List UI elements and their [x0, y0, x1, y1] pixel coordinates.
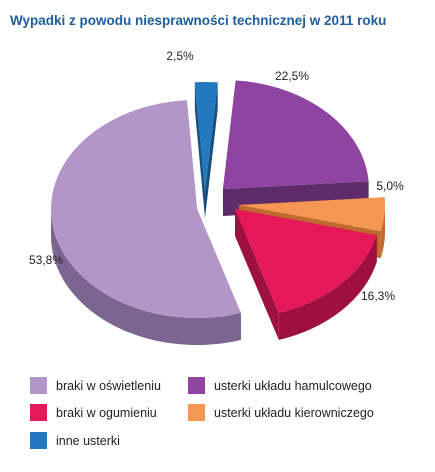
pie-slice-top: [235, 209, 377, 313]
pie-slice-rim: [380, 205, 385, 259]
slice-label-inne-usterki: 2,5%: [166, 49, 194, 63]
pie-slice-top: [194, 81, 218, 191]
slice-label-usterki-ukladu-kierowniczego: 5,0%: [376, 179, 404, 193]
pie-slice-top: [239, 197, 385, 232]
chart-title: Wypadki z powodu niesprawności techniczn…: [10, 13, 387, 28]
pie-slice-wall: [205, 82, 218, 218]
pie-slice-usterki-ukladu-hamulcowego: [223, 80, 369, 216]
pie-slice-rim: [51, 209, 241, 346]
pie-slice-braki-w-ogumieniu: [235, 209, 377, 340]
pie-slice-top: [223, 80, 369, 189]
pie-slice-inne-usterki: [194, 81, 218, 218]
pie-slice-wall: [235, 209, 279, 340]
slice-label-usterki-ukladu-hamulcowego: 22,5%: [275, 69, 309, 83]
pie-slice-rim: [278, 235, 377, 340]
pie-slice-top: [51, 100, 241, 318]
pie-slice-braki-w-oswietleniu: [51, 100, 241, 346]
pie-slice-wall: [194, 82, 205, 218]
slice-label-braki-w-ogumieniu: 16,3%: [361, 289, 395, 303]
slice-label-braki-w-oswietleniu: 53,8%: [29, 253, 63, 267]
